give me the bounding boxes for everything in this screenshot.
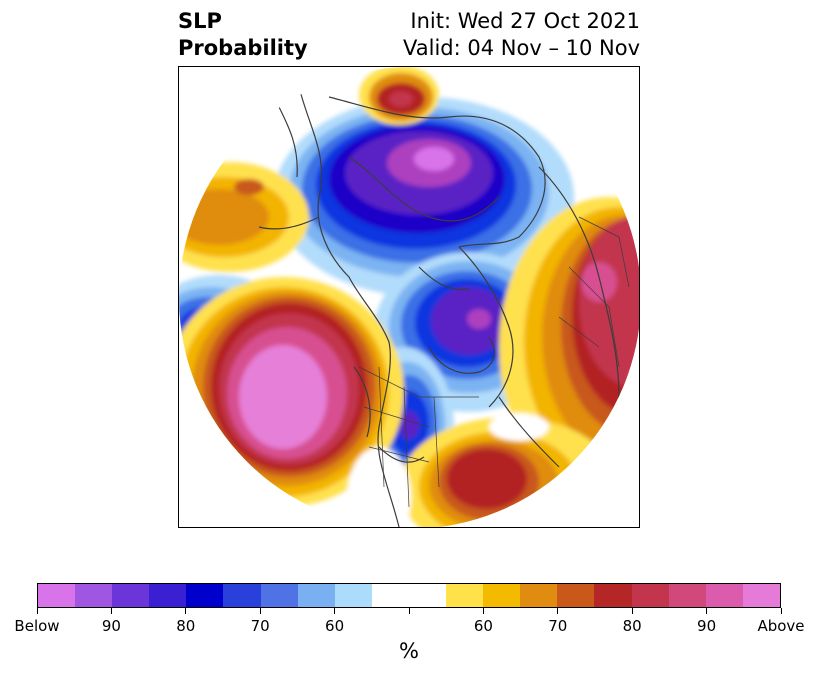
- colorbar-swatch: [112, 584, 150, 607]
- colorbar-tick: [706, 608, 708, 614]
- colorbar-swatch: [260, 584, 298, 607]
- colorbar-swatch: [75, 584, 113, 607]
- colorbar-swatch: [705, 584, 743, 607]
- colorbar-tick-label: 80: [176, 617, 196, 635]
- arctic-low-region: [274, 97, 574, 297]
- init-date: Init: Wed 27 Oct 2021: [410, 9, 640, 33]
- colorbar-tick-label: 90: [697, 617, 717, 635]
- colorbar-swatch: [594, 584, 632, 607]
- colorbar-swatch: [186, 584, 224, 607]
- colorbar-swatch: [408, 584, 447, 607]
- colorbar-tick-label: 60: [325, 617, 345, 635]
- colorbar-tick: [408, 608, 410, 614]
- colorbar-tick: [259, 608, 261, 614]
- colorbar-swatch: [334, 584, 372, 607]
- colorbar: [37, 583, 781, 608]
- colorbar-tick: [334, 608, 336, 614]
- europe-high-region: [499, 197, 639, 497]
- colorbar-tick: [557, 608, 559, 614]
- colorbar-tick: [482, 608, 484, 614]
- colorbar-tick-label: 90: [101, 617, 121, 635]
- map-title: SLP Probability: [178, 8, 308, 62]
- colorbar-swatch: [149, 584, 187, 607]
- map-svg: [179, 67, 639, 527]
- date-info: Init: Wed 27 Oct 2021 Valid: 04 Nov – 10…: [403, 8, 640, 62]
- colorbar-swatch: [557, 584, 595, 607]
- polar-map: [178, 66, 640, 528]
- siberian-high-region: [359, 67, 439, 125]
- neutral-gap: [347, 447, 411, 527]
- pacific-high-region: [179, 277, 404, 507]
- colorbar-tick-label: 70: [548, 617, 568, 635]
- colorbar-tick-label: Above: [757, 617, 805, 635]
- colorbar-tick: [780, 608, 782, 614]
- valid-range: Valid: 04 Nov – 10 Nov: [403, 36, 640, 60]
- colorbar-tick: [631, 608, 633, 614]
- colorbar-swatch: [483, 584, 521, 607]
- colorbar-swatch: [742, 584, 780, 607]
- colorbar-unit: %: [399, 639, 419, 663]
- colorbar-tick-label: 80: [622, 617, 642, 635]
- colorbar-swatch: [520, 584, 558, 607]
- colorbar-swatch: [631, 584, 669, 607]
- product-label: Probability: [178, 36, 308, 60]
- colorbar-swatch: [371, 584, 409, 607]
- colorbar-tick-label: 70: [250, 617, 270, 635]
- colorbar-tick: [110, 608, 112, 614]
- colorbar-swatch: [446, 584, 484, 607]
- colorbar-swatch: [297, 584, 335, 607]
- colorbar-swatch: [668, 584, 706, 607]
- variable-label: SLP: [178, 9, 222, 33]
- colorbar-tick: [36, 608, 38, 614]
- colorbar-tick: [185, 608, 187, 614]
- probability-field: [179, 67, 639, 527]
- colorbar-tick-label: 60: [473, 617, 493, 635]
- state-borders: [358, 216, 630, 508]
- colorbar-swatch: [223, 584, 261, 607]
- colorbar-swatch: [38, 584, 76, 607]
- colorbar-tick-label: Below: [14, 617, 60, 635]
